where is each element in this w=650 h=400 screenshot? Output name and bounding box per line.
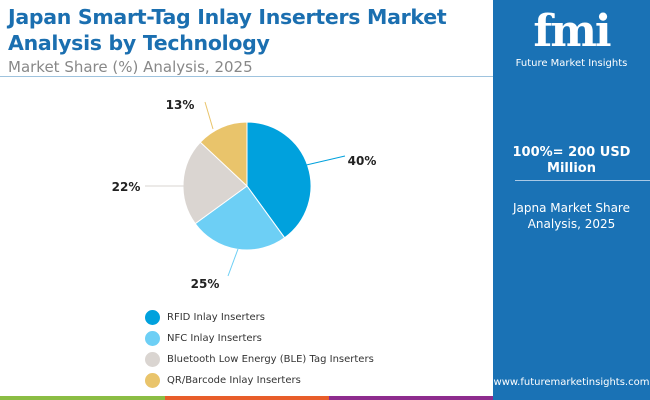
leader-line xyxy=(204,101,214,130)
panel-description: Japna Market Share Analysis, 2025 xyxy=(513,201,630,231)
legend-item: Bluetooth Low Energy (BLE) Tag Inserters xyxy=(145,349,374,370)
pie-chart: 40% 25% 22% 13% xyxy=(112,98,377,291)
info-panel: fmi Future Market Insights 100%= 200 USD… xyxy=(493,0,650,400)
legend-swatch xyxy=(145,310,160,325)
legend-item: RFID Inlay Inserters xyxy=(145,307,374,328)
title-divider xyxy=(0,76,493,77)
footer-bar-green xyxy=(0,396,165,400)
legend-swatch xyxy=(145,352,160,367)
logo-mark: fmi xyxy=(533,6,611,57)
data-label: 22% xyxy=(112,180,141,194)
fmi-logo: fmi Future Market Insights xyxy=(493,6,650,70)
legend-swatch xyxy=(145,373,160,388)
leader-line xyxy=(227,248,239,277)
legend-label: QR/Barcode Inlay Inserters xyxy=(167,375,301,386)
data-label: 25% xyxy=(191,277,220,291)
pie-slice xyxy=(199,121,248,188)
legend-swatch xyxy=(145,331,160,346)
chart-title: Japan Smart-Tag Inlay Inserters Market A… xyxy=(8,5,447,55)
legend-item: NFC Inlay Inserters xyxy=(145,328,374,349)
legend-label: NFC Inlay Inserters xyxy=(167,333,262,344)
panel-divider xyxy=(515,180,650,181)
chart-subtitle: Market Share (%) Analysis, 2025 xyxy=(8,58,253,76)
legend-label: RFID Inlay Inserters xyxy=(167,312,265,323)
data-label: 40% xyxy=(348,154,377,168)
data-label: 13% xyxy=(166,98,195,112)
pie-slice xyxy=(246,121,312,239)
footer-bar-purple xyxy=(329,396,493,400)
legend-label: Bluetooth Low Energy (BLE) Tag Inserters xyxy=(167,354,374,365)
legend: RFID Inlay Inserters NFC Inlay Inserters… xyxy=(145,307,374,391)
brand-name: Future Market Insights xyxy=(515,58,628,69)
footer-bar-orange xyxy=(165,396,329,400)
legend-item: QR/Barcode Inlay Inserters xyxy=(145,370,374,391)
pie-slice xyxy=(182,141,248,225)
pie-slice xyxy=(194,185,286,251)
website-link[interactable]: www.futuremarketinsights.com xyxy=(493,377,650,388)
leader-line xyxy=(301,155,346,167)
market-total: 100%= 200 USD Million xyxy=(512,145,631,176)
